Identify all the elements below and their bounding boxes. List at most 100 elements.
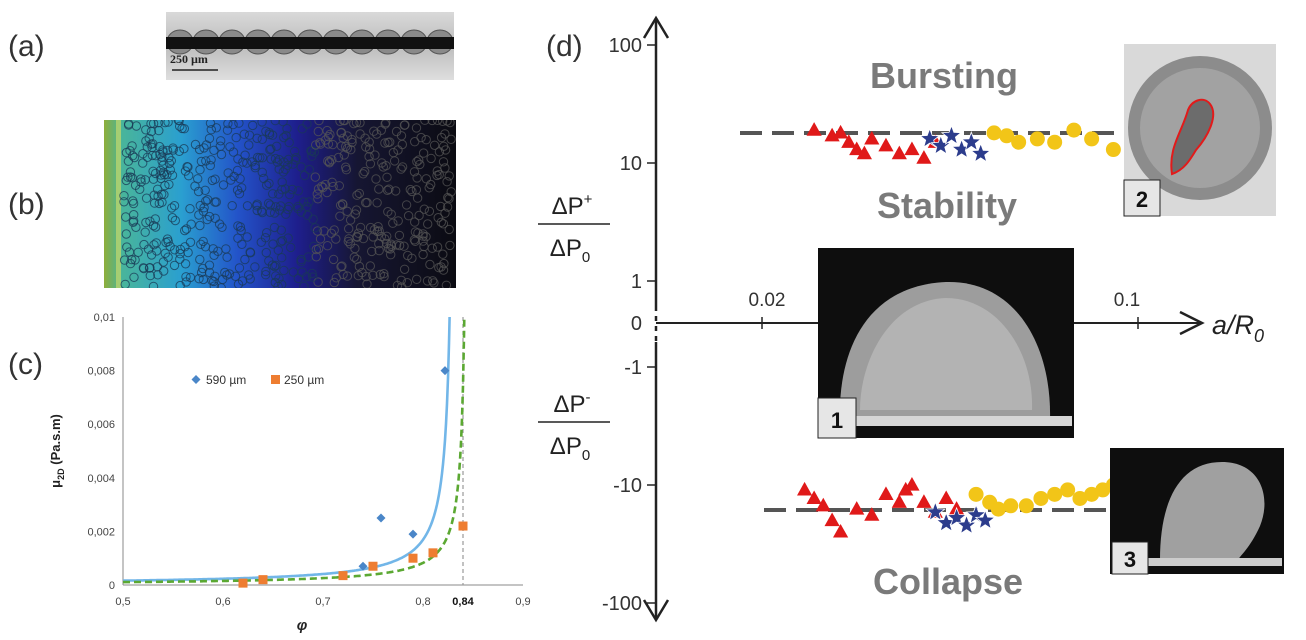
c-fit-curve-dashed	[123, 316, 466, 584]
d-point-triangle	[878, 486, 894, 500]
d-point-star	[974, 509, 996, 530]
c-point-square	[368, 561, 378, 571]
d-point-triangle	[916, 150, 932, 164]
d-point-circle	[1072, 490, 1088, 506]
d-point-triangle	[878, 137, 894, 152]
svg-text:ΔP+: ΔP+	[552, 191, 593, 220]
c-x-tick-label: 0,9	[515, 596, 530, 608]
d-point-star	[924, 501, 946, 522]
d-y-arrow-top	[642, 15, 670, 39]
c-x-tick-label: 0,6	[215, 596, 230, 608]
d-point-star	[965, 503, 987, 525]
d-point-circle	[1029, 131, 1045, 147]
d-point-triangle	[904, 141, 920, 156]
inset-label-2: 2	[1136, 187, 1148, 212]
c-fit-curve-solid	[123, 316, 451, 582]
d-point-triangle	[849, 501, 865, 515]
d-x-axis-label: a/R0	[1212, 310, 1264, 346]
c-legend-label-590: 590 µm	[206, 373, 246, 387]
d-y-tick-minus100: -100	[602, 593, 642, 615]
d-point-circle	[1018, 498, 1034, 514]
d-point-circle	[1047, 134, 1063, 150]
d-point-triangle	[864, 507, 880, 521]
c-y-tick-label: 0,008	[87, 366, 115, 378]
d-region-stability: Stability	[877, 185, 1017, 226]
panel-label-b: (b)	[8, 188, 45, 221]
d-point-circle	[968, 486, 984, 502]
inset-photo-3: 3	[1110, 448, 1284, 575]
d-y-tick-minus10: -10	[613, 475, 642, 497]
d-y-tick-0: 0	[631, 313, 642, 335]
svg-text:ΔP-: ΔP-	[553, 389, 590, 418]
panel-label-d: (d)	[546, 30, 583, 63]
d-point-triangle	[891, 494, 907, 508]
d-point-star	[970, 142, 992, 163]
d-point-circle	[1060, 482, 1076, 498]
d-region-collapse: Collapse	[873, 561, 1023, 602]
d-y-arrow-bottom	[642, 599, 670, 623]
d-point-triangle	[815, 497, 831, 512]
d-point-circle	[1047, 486, 1063, 502]
c-legend-square-marker	[271, 375, 280, 384]
d-point-circle	[1033, 490, 1049, 506]
micrograph-a: 250 µm	[166, 12, 454, 80]
inset-photo-1: 1	[817, 248, 1074, 439]
d-point-triangle	[856, 145, 872, 160]
c-y-tick-label: 0,006	[87, 419, 115, 431]
chart-d: 0.02 0.1 a/R0 100 10 1 0 -1 -10 -100 ΔP+…	[520, 0, 1306, 635]
d-y-tick-100: 100	[609, 35, 642, 57]
d-point-triangle	[916, 494, 932, 508]
d-y-tick-10: 10	[620, 153, 642, 175]
scale-bar-label: 250 µm	[170, 52, 208, 66]
d-point-star	[960, 131, 982, 152]
inset-photo-2: 2	[1123, 44, 1276, 217]
d-y-tick-1: 1	[631, 271, 642, 293]
c-y-tick-label: 0	[109, 580, 115, 592]
d-point-circle	[1105, 142, 1121, 158]
d-point-triangle	[849, 141, 865, 156]
c-y-axis-label: μ2D (Pa.s.m)	[48, 414, 66, 488]
d-x-arrow	[1179, 310, 1205, 336]
d-y-tick-minus1: -1	[624, 357, 642, 379]
d-point-circle	[1011, 134, 1027, 150]
c-x-tick-label: 0,8	[415, 596, 430, 608]
d-point-triangle	[833, 523, 849, 538]
c-y-tick-label: 0,01	[94, 312, 115, 324]
d-point-circle	[1003, 498, 1019, 514]
d-x-tick-label-0.1: 0.1	[1114, 290, 1140, 311]
c-y-tick-label: 0,002	[87, 526, 115, 538]
c-point-square	[258, 575, 268, 585]
d-point-circle	[999, 128, 1015, 144]
d-y-label-upper: ΔP+ ΔP0	[538, 191, 610, 266]
c-point-square	[408, 553, 418, 563]
d-point-triangle	[938, 490, 954, 505]
c-y-tick-label: 0,004	[87, 473, 115, 485]
c-point-square	[458, 521, 468, 531]
c-point-square	[338, 571, 348, 581]
svg-text:ΔP0: ΔP0	[550, 235, 590, 266]
c-x-axis-label: φ	[297, 617, 308, 634]
c-x-tick-label: 0,84	[452, 596, 474, 608]
d-point-triangle	[841, 134, 857, 148]
d-y-label-lower: ΔP- ΔP0	[538, 389, 610, 464]
d-region-bursting: Bursting	[870, 55, 1018, 96]
d-point-triangle	[806, 122, 822, 136]
d-point-circle	[986, 125, 1002, 141]
c-point-diamond	[358, 561, 368, 571]
c-point-square	[238, 578, 248, 588]
chart-c-svg: 0 0,002 0,004 0,006 0,008 0,01 0,5 0,6 0,7 0,8 0,…	[48, 312, 531, 634]
svg-text:ΔP0: ΔP0	[550, 433, 590, 464]
c-legend-diamond-marker	[191, 375, 201, 384]
c-point-diamond	[408, 529, 418, 539]
d-point-triangle	[824, 512, 840, 527]
chart-c: 0 0,002 0,004 0,006 0,008 0,01 0,5 0,6 0,7 0,8 0,…	[20, 305, 540, 635]
c-point-diamond	[376, 513, 386, 523]
d-point-triangle	[904, 477, 920, 491]
panel-label-c: (c)	[8, 348, 43, 381]
svg-text:μ2D (Pa.s.m): μ2D (Pa.s.m)	[48, 414, 66, 488]
c-x-tick-label: 0,7	[315, 596, 330, 608]
d-point-triangle	[796, 481, 813, 496]
d-point-star	[919, 127, 941, 148]
d-point-circle	[1084, 131, 1100, 147]
c-x-tick-label: 0,5	[115, 596, 130, 608]
